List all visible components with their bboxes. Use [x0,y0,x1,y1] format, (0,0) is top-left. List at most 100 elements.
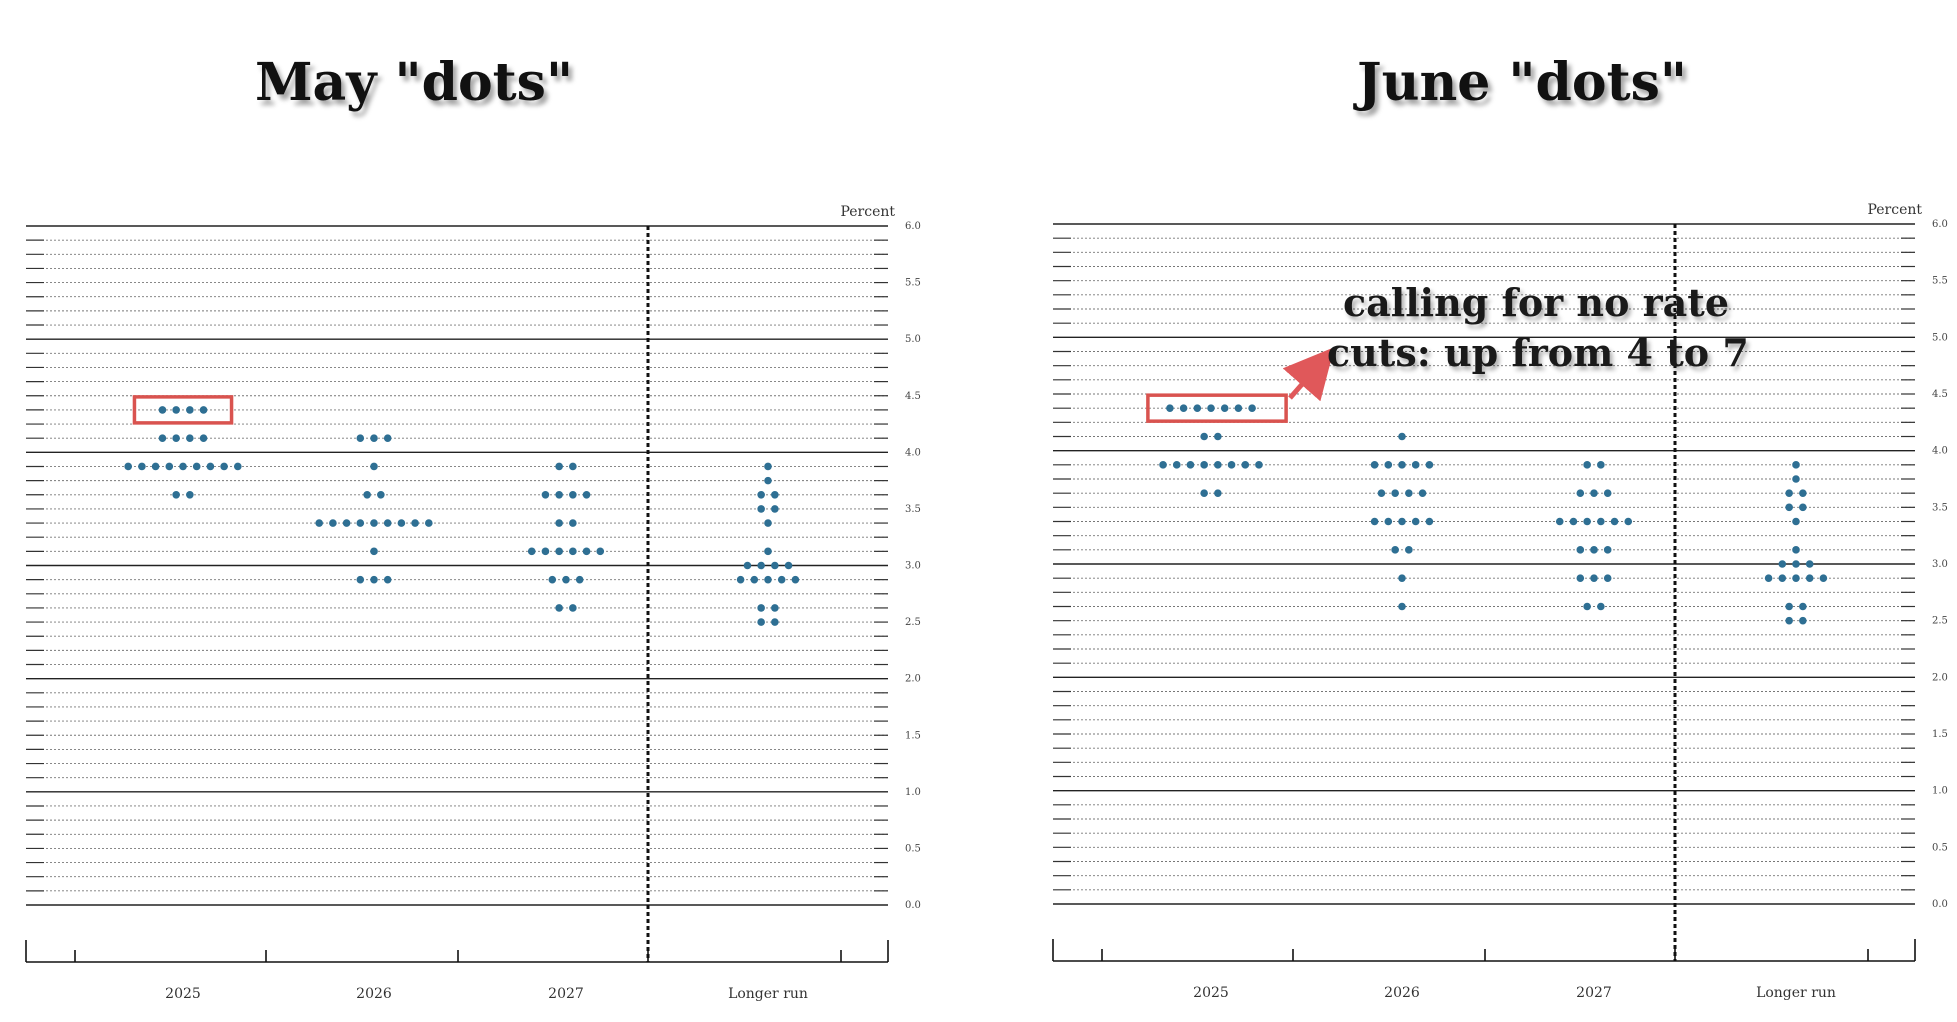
dot-2027 [1576,574,1585,582]
dot-longer-run [757,618,765,626]
june-dot-plot: 0.0 0.5 1.0 1.5 2.0 2.5 3.0 3.5 4.0 4.5 5.0 5.5 6.0 P… [1052,202,1948,1001]
dot-2025 [1186,461,1195,469]
dot-longer-run [1792,461,1800,469]
x-category-label-2026: 2026 [356,986,392,1002]
dot-2025 [199,434,208,442]
y-tick-label: 1.0 [1932,786,1948,797]
dot-2025 [151,462,160,471]
y-tick-label: 0.5 [1932,842,1948,853]
dot-2025 [1200,489,1208,497]
dot-2027 [582,490,591,499]
dot-2027 [555,490,563,499]
x-category-label-longer-run: Longer run [1756,985,1836,1001]
dot-longer-run [1799,489,1807,497]
y-tick-label: 5.5 [1932,276,1948,287]
dot-2026 [363,490,371,499]
dot-2027 [541,490,550,499]
y-tick-label: 3.0 [1932,559,1948,570]
dot-longer-run [1778,574,1787,582]
dot-2025 [172,434,180,442]
dot-longer-run [743,561,752,570]
dot-2026 [370,575,378,584]
dot-2026 [1370,461,1379,469]
dot-longer-run [1792,546,1800,554]
x-category-label-longer-run: Longer run [728,986,808,1002]
dot-longer-run [764,519,772,527]
dot-longer-run [771,490,779,499]
dot-2027 [548,575,557,584]
dot-2027 [1590,546,1598,554]
dot-2025 [186,434,194,442]
dot-2027 [575,575,584,584]
dot-longer-run [1799,503,1807,512]
dot-2026 [397,519,406,527]
dot-2025 [1248,404,1256,412]
dot-2026 [383,519,392,527]
dot-2026 [1411,461,1420,469]
dot-2025 [1207,404,1215,412]
y-tick-label: 3.5 [905,504,921,515]
dot-2026 [1425,461,1434,469]
may-dots-title: May "dots" [254,52,574,113]
dot-2026 [329,519,337,527]
dot-2027 [1597,461,1605,469]
dot-longer-run [1799,616,1807,625]
dot-2026 [315,519,324,527]
annotation-line-2: cuts: up from 4 to 7 [1327,330,1749,375]
y-tick-label: 4.5 [905,391,921,402]
june-dots-title: June "dots" [1357,52,1687,113]
dot-2025 [1179,404,1188,412]
dot-2025 [1200,461,1208,469]
dot-longer-run [1805,560,1814,568]
dot-longer-run [757,505,765,513]
dot-2027 [569,604,577,612]
dot-longer-run [1785,602,1793,611]
dot-longer-run [1785,489,1793,497]
dot-2027 [555,462,563,471]
dot-2025 [1255,461,1263,469]
dot-longer-run [791,575,800,584]
dot-2025 [1166,404,1174,412]
dot-2025 [1200,432,1208,441]
unit-label: Percent [840,204,895,220]
dot-longer-run [784,561,793,570]
y-tick-label: 1.5 [905,730,921,741]
y-tick-label: 3.5 [1932,502,1948,513]
dot-longer-run [1764,574,1773,582]
dot-2026 [370,547,378,556]
dot-2025 [1234,404,1243,412]
dot-longer-run [771,561,779,570]
dot-2026 [1398,517,1406,526]
dot-longer-run [1785,616,1793,625]
dot-2026 [1377,489,1386,497]
dot-2025 [158,434,167,442]
dot-2027 [1576,546,1585,554]
x-category-label-2025: 2025 [165,986,201,1002]
dot-longer-run [1785,503,1793,512]
dot-2025 [234,462,242,471]
dot-2026 [356,519,365,527]
dot-2025 [1193,404,1202,412]
y-tick-label: 5.0 [1932,332,1948,343]
y-tick-label: 4.0 [905,447,921,458]
dot-2027 [562,575,570,584]
dot-2026 [356,575,365,584]
dot-longer-run [764,462,772,471]
dot-2026 [1384,461,1393,469]
dot-longer-run [757,604,765,612]
dot-longer-run [1792,560,1800,568]
dot-2026 [1405,489,1413,497]
dot-2025 [138,462,146,471]
dot-2025 [124,462,132,471]
dot-2027 [569,547,577,556]
dot-2025 [165,462,174,471]
dot-longer-run [771,618,779,626]
dot-2027 [569,490,577,499]
x-category-label-2027: 2027 [548,986,584,1002]
y-tick-label: 3.0 [905,561,921,572]
annotation-line-1: calling for no rate [1343,280,1730,325]
dot-2025 [1241,461,1250,469]
y-tick-label: 2.0 [905,674,921,685]
dot-2026 [1398,461,1406,469]
dot-longer-run [1819,574,1828,582]
